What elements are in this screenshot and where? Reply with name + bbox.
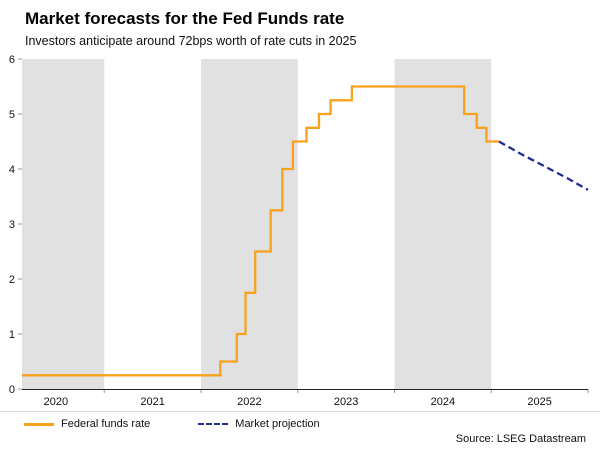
legend-item: Market projection (198, 418, 320, 430)
year-shading-band (394, 59, 492, 389)
x-tick-label: 2022 (237, 396, 261, 408)
year-shading-band (200, 59, 298, 389)
x-tick-label: 2021 (140, 396, 164, 408)
chart-subtitle: Investors anticipate around 72bps worth … (25, 34, 357, 48)
x-tick-label: 2023 (334, 396, 358, 408)
legend-item: Federal funds rate (24, 418, 150, 430)
year-shading-band (22, 59, 105, 389)
source-note: Source: LSEG Datastream (455, 433, 586, 445)
x-tick-label: 2025 (527, 396, 551, 408)
y-tick-label: 2 (9, 274, 15, 286)
legend-label: Market projection (235, 418, 320, 430)
y-tick-label: 6 (9, 54, 15, 66)
market-projection-line (498, 140, 589, 191)
y-tick-label: 1 (9, 329, 15, 341)
legend: Federal funds rate Market projection (0, 411, 600, 430)
x-tick-label: 2020 (44, 396, 68, 408)
x-tick-label: 2024 (431, 396, 455, 408)
chart-svg: 0 1 2 3 4 5 6 2020 2021 2022 2023 2024 2025 (9, 54, 589, 408)
fed-funds-rate-line (22, 85, 499, 377)
y-tick-label: 4 (9, 164, 15, 176)
y-tick-label: 3 (9, 219, 15, 231)
chart-title: Market forecasts for the Fed Funds rate (25, 9, 345, 28)
dashed-line-swatch-icon (198, 423, 229, 425)
solid-line-swatch-icon (24, 422, 54, 426)
y-tick-label: 5 (9, 109, 15, 121)
legend-label: Federal funds rate (61, 418, 151, 430)
y-tick-label: 0 (9, 384, 15, 396)
